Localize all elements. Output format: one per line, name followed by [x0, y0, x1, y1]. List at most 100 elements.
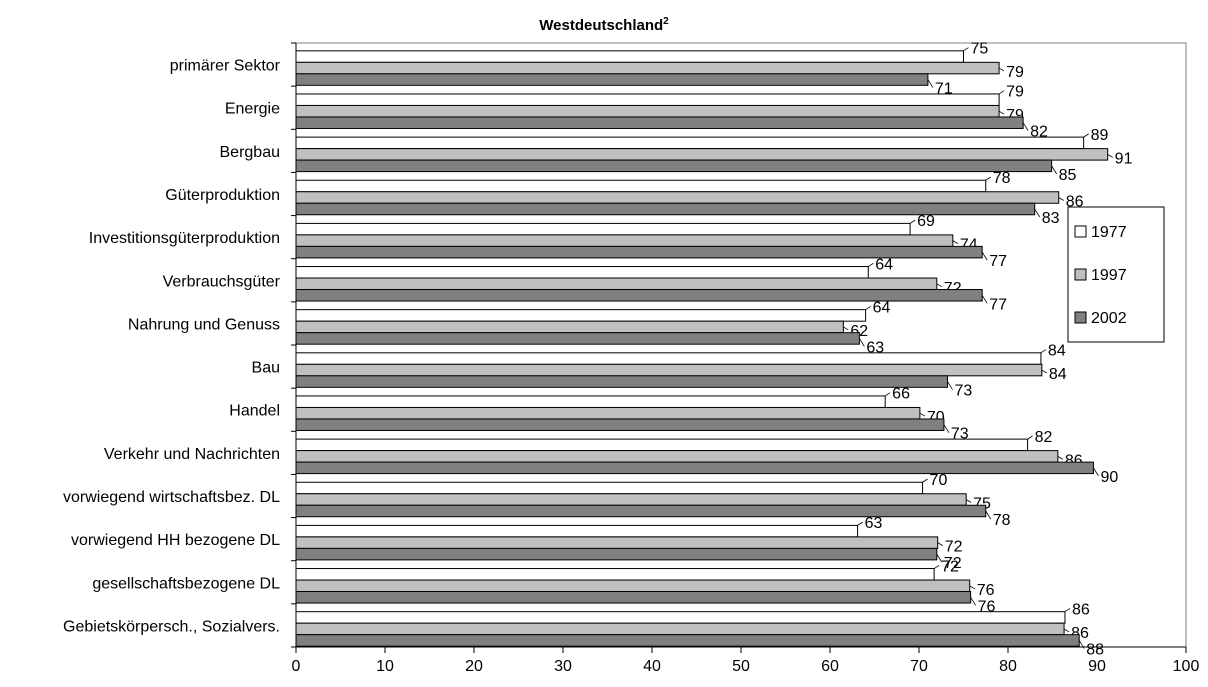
plot-area: 0 10 20 30 40 50 60 70 80 90 100 primärer Sektor 75 7… [63, 41, 1199, 675]
bar-1977 [295, 266, 869, 279]
data-label-leader [843, 326, 849, 331]
bar-1997 [295, 277, 938, 291]
chart-title-superscript: 2 [663, 16, 669, 27]
data-label: 85 [1059, 167, 1077, 184]
data-label-leader [1064, 608, 1071, 613]
bar-1977 [295, 524, 859, 538]
bar-2002 [295, 634, 1080, 647]
data-label: 79 [1006, 64, 1024, 81]
category-label: Bau [252, 360, 280, 377]
data-label: 72 [944, 555, 962, 572]
category-label: primärer Sektor [170, 58, 281, 75]
data-label: 77 [989, 253, 1007, 270]
data-label-leader [919, 412, 926, 417]
data-label-leader [859, 338, 865, 347]
category-label: Investitionsgüterproduktion [89, 230, 280, 247]
x-tick-label: 100 [1173, 658, 1200, 675]
x-tick-label: 80 [999, 658, 1017, 675]
data-label-leader [985, 176, 991, 181]
data-label-leader [1022, 122, 1029, 131]
bar-1977 [295, 438, 1029, 452]
data-label-leader [936, 553, 943, 563]
bar-1977 [295, 222, 911, 236]
category-label: gesellschaftsbezogene DL [92, 575, 280, 592]
bar-1977 [295, 611, 1066, 624]
x-tick-label: 40 [643, 658, 661, 675]
bar-1977 [295, 136, 1085, 150]
bar-1997 [295, 536, 939, 549]
x-tick-label: 90 [1088, 658, 1106, 675]
data-label-leader [998, 67, 1005, 72]
category-label: vorwiegend HH bezogene DL [71, 532, 280, 549]
data-label-leader [868, 262, 874, 267]
x-tick-label: 70 [910, 658, 928, 675]
data-label-leader [947, 381, 953, 390]
data-label-leader [936, 283, 943, 288]
data-label: 86 [1066, 194, 1084, 211]
category-label: Nahrung und Genuss [128, 316, 280, 333]
bar-1997 [295, 363, 1043, 377]
bar-2002 [295, 591, 972, 604]
chart-title-text: Westdeutschland [539, 17, 663, 34]
data-label-leader [1078, 640, 1085, 649]
bar-2002 [295, 418, 945, 431]
data-label-leader [937, 542, 943, 546]
data-label-leader [857, 521, 863, 526]
bar-1997 [295, 104, 1000, 118]
data-label-leader [1051, 165, 1057, 175]
chart-title: Westdeutschland2 [539, 16, 669, 34]
legend: 1977 1997 2002 [1067, 206, 1165, 343]
data-label: 64 [873, 299, 891, 316]
data-label: 76 [977, 582, 995, 599]
bar-2002 [295, 332, 860, 345]
data-label: 72 [941, 558, 959, 575]
data-label: 70 [930, 472, 948, 489]
data-label-leader [998, 110, 1005, 115]
data-label-leader [981, 251, 988, 261]
bar-2002 [295, 116, 1024, 129]
data-label: 69 [917, 213, 935, 230]
bar-1977 [295, 309, 867, 322]
data-label: 82 [1035, 429, 1053, 446]
data-label-leader [1040, 349, 1047, 354]
data-label: 78 [993, 170, 1011, 187]
legend-label-1977: 1977 [1091, 224, 1127, 241]
data-label-leader [909, 219, 916, 224]
bar-1977 [295, 179, 987, 193]
data-label-leader [1063, 628, 1070, 633]
legend-label-2002: 2002 [1091, 310, 1127, 327]
data-label-leader [1083, 133, 1089, 138]
data-label: 79 [1006, 84, 1024, 101]
data-label-leader [970, 597, 976, 606]
data-label-leader [981, 295, 988, 304]
bar-1977 [295, 50, 964, 63]
data-label-leader [1034, 208, 1041, 218]
category-label: Güterproduktion [165, 187, 280, 204]
data-label-leader [1057, 456, 1064, 460]
bar-1977 [295, 352, 1042, 365]
data-label-leader [1107, 154, 1113, 158]
category-label: Handel [229, 403, 280, 420]
data-label: 91 [1115, 150, 1133, 167]
data-label-leader [1027, 435, 1033, 440]
bar-1997 [295, 148, 1109, 161]
data-label-leader [943, 424, 950, 433]
data-label: 64 [875, 256, 893, 273]
data-label-leader [963, 47, 969, 52]
legend-swatch-2002 [1074, 311, 1087, 324]
data-label-leader [952, 240, 959, 244]
category-label: Energie [225, 101, 280, 118]
data-label-leader [933, 564, 940, 569]
x-tick-label: 50 [732, 658, 750, 675]
data-label: 73 [951, 426, 969, 443]
legend-swatch-1977 [1074, 225, 1087, 238]
x-tick-label: 60 [821, 658, 839, 675]
data-label: 77 [989, 296, 1007, 313]
bar-1997 [295, 234, 954, 247]
bar-1997 [295, 450, 1059, 463]
x-tick-label: 20 [465, 658, 483, 675]
data-label-leader [927, 79, 934, 88]
data-label-leader [1058, 197, 1064, 201]
